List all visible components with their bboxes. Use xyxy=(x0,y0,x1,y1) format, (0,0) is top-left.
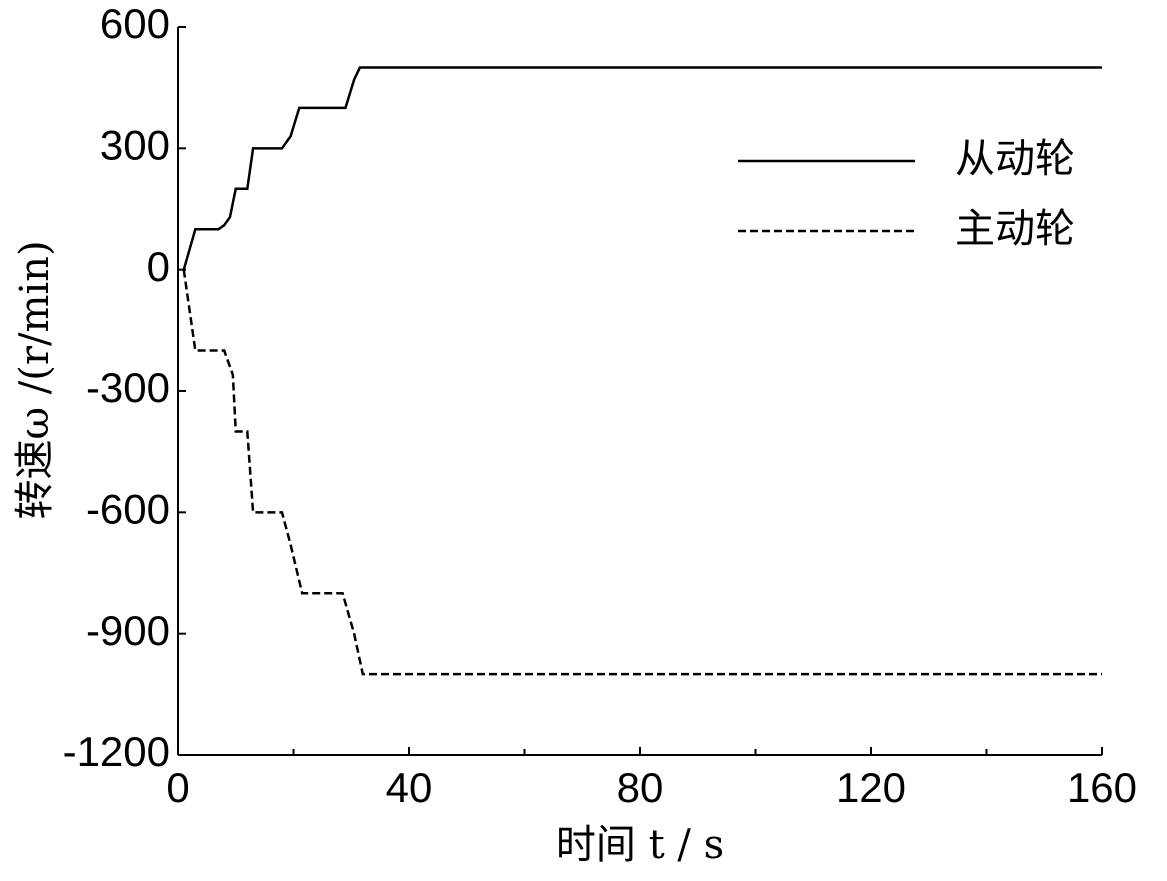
x-tick-label: 0 xyxy=(166,764,189,811)
y-tick-label: 300 xyxy=(100,121,170,168)
series-line xyxy=(182,66,1102,271)
x-tick-label: 40 xyxy=(386,764,433,811)
x-tick-label: 120 xyxy=(836,764,906,811)
y-tick-label: -1200 xyxy=(63,728,170,775)
legend-label: 主动轮 xyxy=(955,206,1075,252)
x-tick-label: 160 xyxy=(1067,764,1137,811)
series-line xyxy=(182,269,1102,676)
x-axis-title: 时间 t / s xyxy=(556,822,724,868)
y-tick-label: -300 xyxy=(86,364,170,411)
y-tick-label: 600 xyxy=(100,0,170,47)
y-tick-label: -600 xyxy=(86,485,170,532)
y-axis-title: 转速ω /(r/min) xyxy=(12,240,58,519)
y-tick-label: -900 xyxy=(86,607,170,654)
x-tick-label: 80 xyxy=(617,764,664,811)
legend-label: 从动轮 xyxy=(955,136,1075,182)
y-tick-label: 0 xyxy=(147,243,170,290)
